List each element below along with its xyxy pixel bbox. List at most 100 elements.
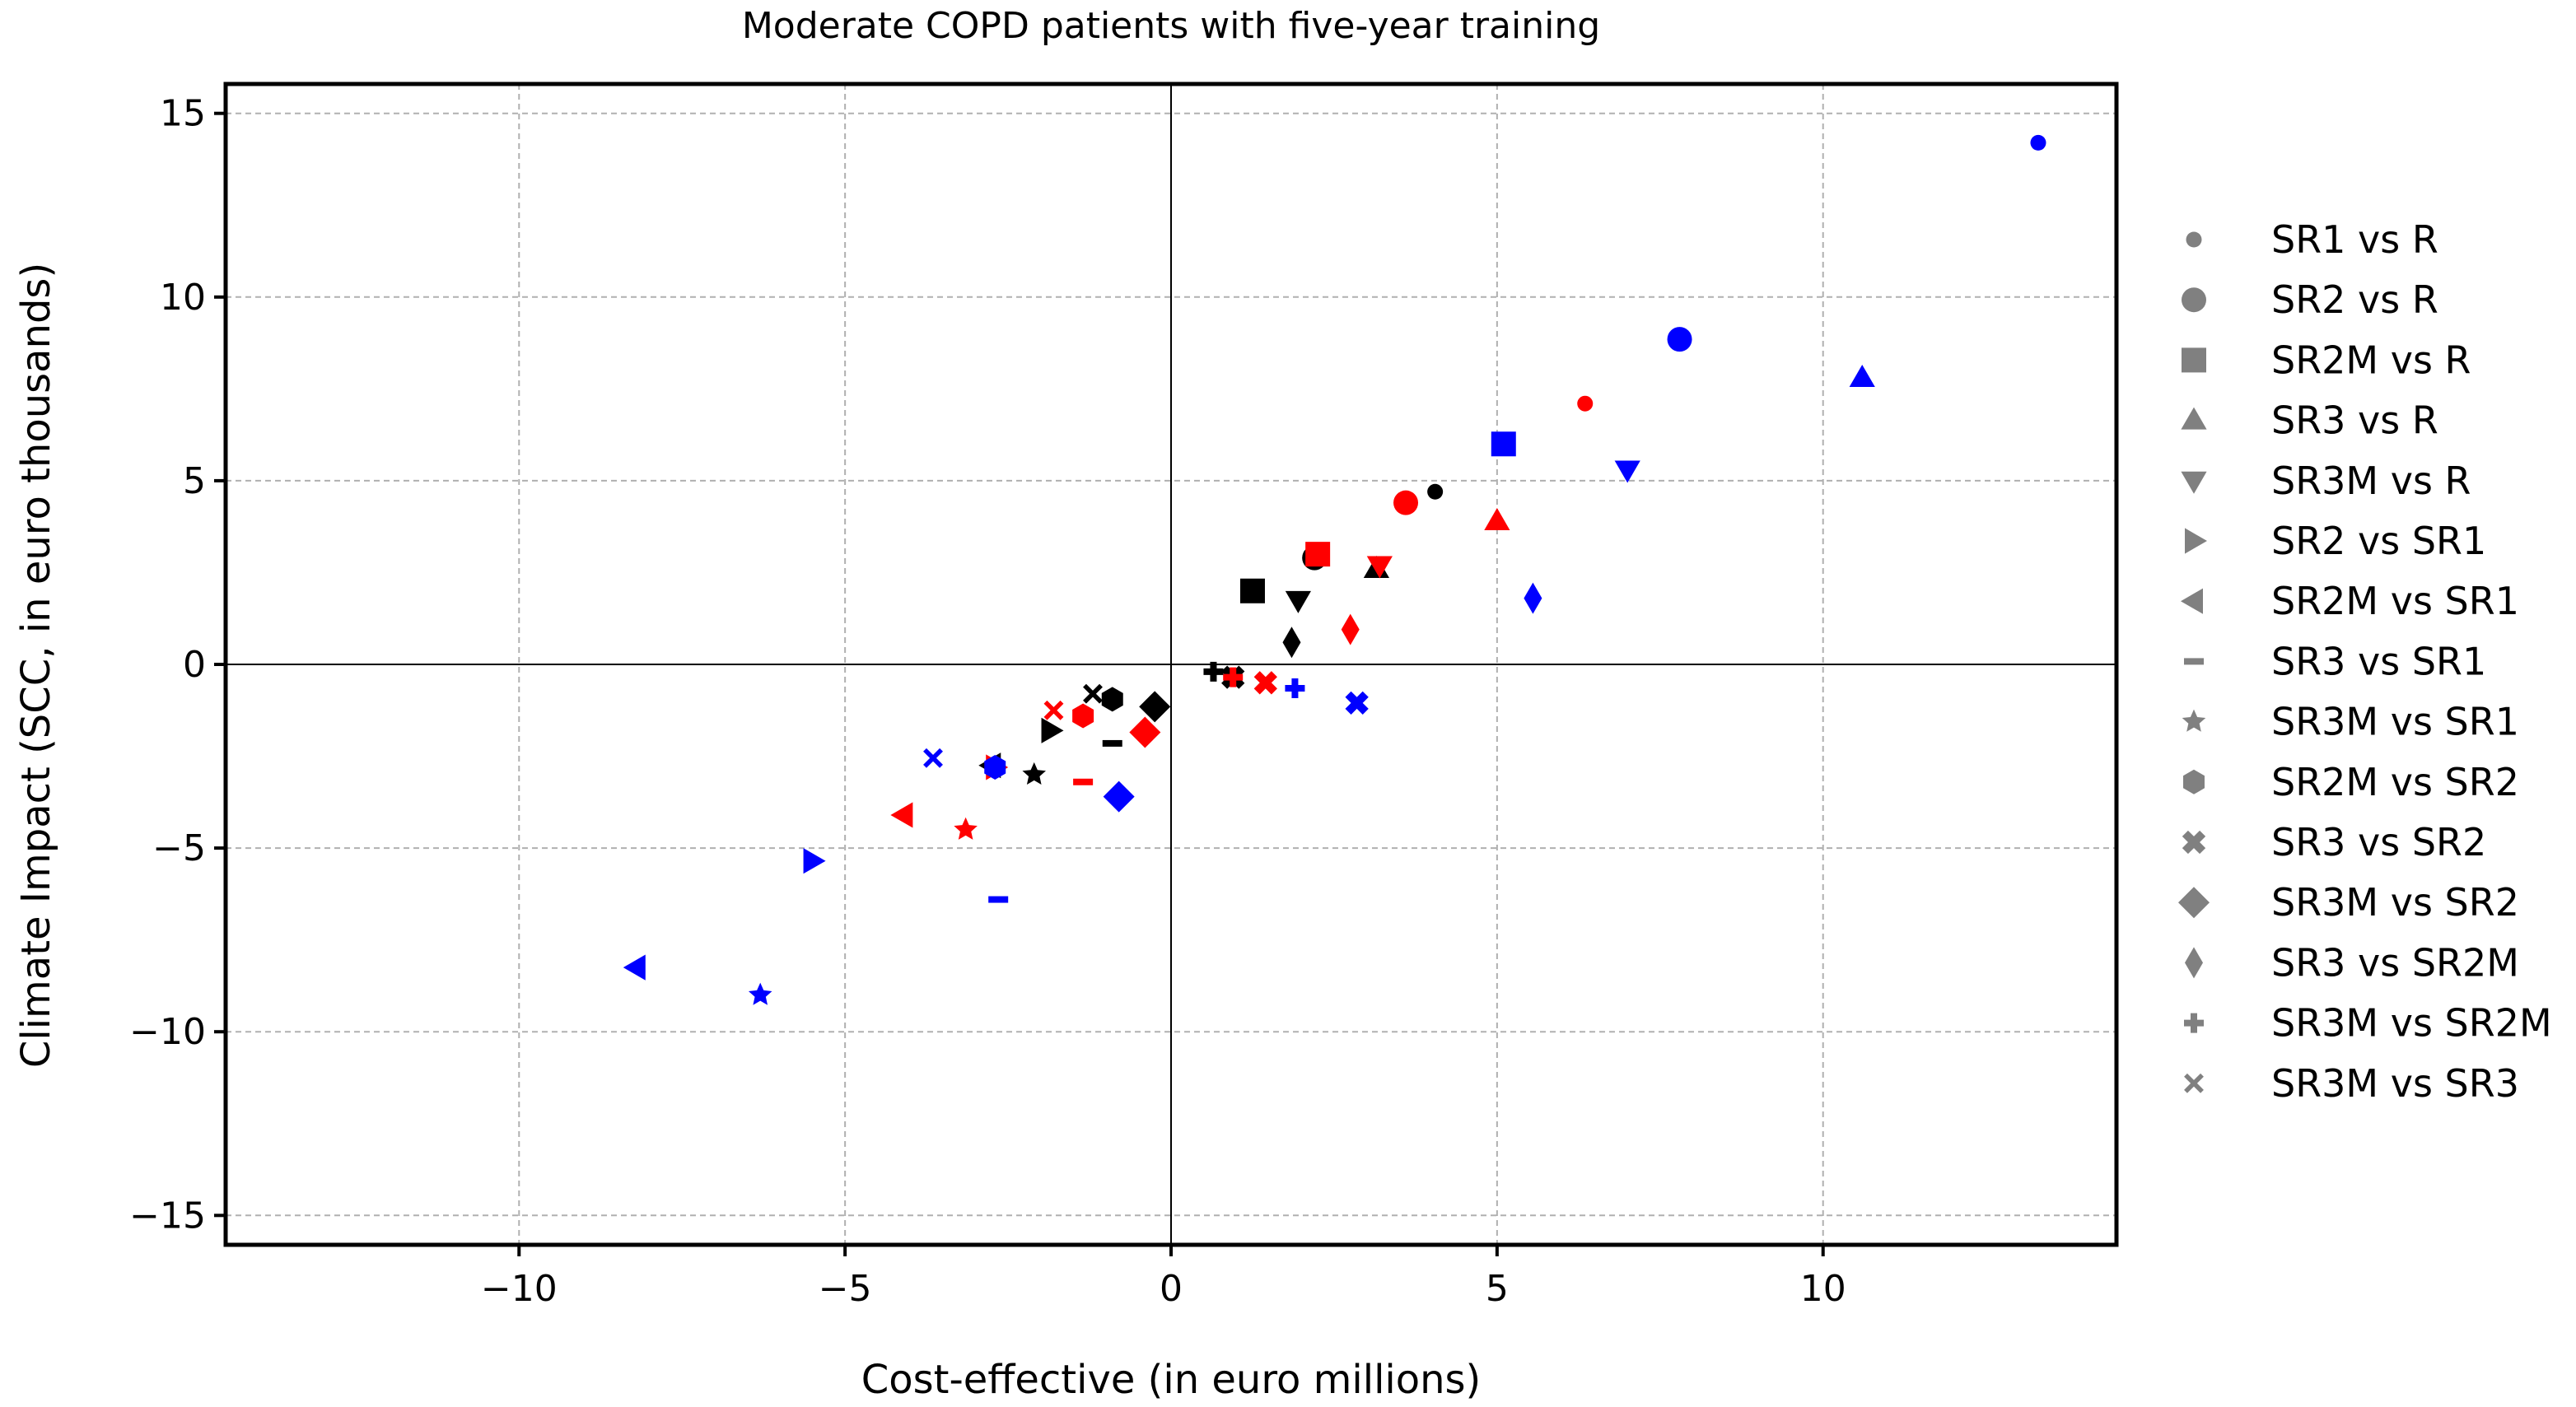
data-point-thick-x: [1253, 671, 1277, 695]
x-tick-label: −10: [481, 1268, 558, 1310]
legend-item: SR3 vs SR1: [2184, 639, 2486, 683]
legend-marker-circle: [2182, 287, 2206, 313]
legend-marker-diamond: [2178, 887, 2210, 919]
legend-marker-hexagon: [2183, 769, 2205, 794]
data-point-hexagon: [1101, 687, 1123, 712]
y-tick-label: 0: [183, 644, 206, 686]
legend-marker-plus: [2184, 1013, 2204, 1033]
legend-marker-small-circle: [2186, 231, 2202, 248]
legend-label: SR3 vs SR2M: [2271, 940, 2519, 985]
data-point-hline: [1073, 778, 1094, 785]
legend-item: SR2M vs SR1: [2181, 579, 2519, 623]
data-point-triangle-right: [1041, 717, 1064, 743]
data-point-hexagon: [984, 754, 1006, 780]
data-point-thick-x: [1345, 691, 1369, 715]
data-point-hexagon: [1072, 703, 1094, 729]
data-point-thin-diamond: [1282, 627, 1301, 659]
y-axis-label: Climate Impact (SCC, in euro thousands): [13, 263, 59, 1068]
data-point-square: [1239, 578, 1265, 603]
data-point-star: [748, 982, 772, 1005]
legend-label: SR3 vs R: [2271, 398, 2438, 443]
x-tick-label: −5: [819, 1268, 872, 1310]
data-point-triangle-up: [1484, 507, 1510, 530]
legend-marker-star: [2182, 709, 2206, 732]
data-point-hline: [988, 896, 1009, 903]
legend-marker-thick-x: [2182, 830, 2206, 855]
legend-item: SR2 vs SR1: [2185, 519, 2486, 563]
x-tick-label: 10: [1800, 1268, 1846, 1310]
legend-marker-thin-diamond: [2185, 947, 2203, 979]
legend-label: SR2 vs R: [2271, 277, 2438, 322]
data-point-x: [923, 748, 943, 768]
data-point-circle: [1393, 490, 1419, 515]
y-tick-label: 10: [160, 277, 206, 319]
legend-item: SR3 vs SR2M: [2185, 940, 2519, 985]
data-point-triangle-left: [623, 954, 646, 981]
legend-marker-hline: [2184, 658, 2204, 665]
y-tick-label: 5: [183, 460, 206, 502]
data-points: [623, 134, 2046, 1005]
legend-item: SR3M vs SR2: [2178, 880, 2519, 925]
data-point-star: [1022, 762, 1046, 785]
data-point-x: [1043, 700, 1064, 720]
data-point-thin-diamond: [1341, 613, 1360, 645]
zero-axis-lines: [226, 84, 2116, 1245]
legend-label: SR2 vs SR1: [2271, 519, 2486, 563]
data-point-triangle-down: [1366, 556, 1393, 579]
data-point-diamond: [1139, 691, 1171, 723]
data-point-square: [1491, 431, 1516, 457]
data-point-hline: [1102, 739, 1122, 747]
data-point-plus: [1285, 678, 1305, 698]
legend-label: SR3M vs SR2M: [2271, 1001, 2552, 1046]
data-point-triangle-down: [1285, 590, 1311, 613]
x-tick-label: 5: [1486, 1268, 1509, 1310]
y-tick-label: −15: [129, 1195, 206, 1237]
data-point-thin-diamond: [1524, 582, 1542, 614]
plot-frame: [223, 82, 2119, 1247]
legend-label: SR1 vs R: [2271, 217, 2438, 262]
legend-item: SR2M vs SR2: [2183, 760, 2519, 804]
data-point-small-circle: [2030, 134, 2046, 151]
legend-item: SR2M vs R: [2182, 338, 2471, 382]
data-point-plus: [1203, 661, 1224, 682]
legend-label: SR2M vs SR1: [2271, 579, 2519, 623]
legend: SR1 vs R SR2 vs R SR2M vs R SR3 vs R SR3M vs…: [2178, 217, 2552, 1106]
data-point-small-circle: [1427, 483, 1444, 500]
legend-item: SR3M vs SR1: [2182, 700, 2519, 744]
legend-marker-triangle-left: [2181, 588, 2203, 614]
legend-item: SR3 vs R: [2181, 398, 2438, 443]
legend-label: SR2M vs SR2: [2271, 760, 2519, 804]
legend-item: SR3M vs SR2M: [2184, 1001, 2552, 1046]
y-tick-label: −5: [152, 827, 206, 869]
data-point-triangle-left: [890, 802, 913, 828]
legend-item: SR3M vs SR3: [2184, 1061, 2519, 1106]
data-point-triangle-up: [1849, 364, 1875, 387]
legend-marker-triangle-up: [2181, 407, 2207, 430]
legend-item: SR3M vs R: [2181, 459, 2471, 503]
legend-marker-square: [2182, 347, 2206, 373]
legend-label: SR3M vs R: [2271, 459, 2471, 503]
legend-marker-triangle-right: [2185, 528, 2207, 554]
legend-item: SR1 vs R: [2186, 217, 2438, 262]
x-axis-label: Cost-effective (in euro millions): [861, 1357, 1482, 1403]
data-point-triangle-down: [1614, 460, 1640, 483]
legend-label: SR2M vs R: [2271, 338, 2471, 382]
axis-ticks: −10 −5 0 5 10 −15 −10 −5 0 5 10 15: [129, 93, 1846, 1310]
legend-label: SR3M vs SR3: [2271, 1061, 2519, 1106]
data-point-diamond: [1103, 780, 1135, 813]
data-point-diamond: [1129, 716, 1161, 748]
legend-label: SR3M vs SR1: [2271, 700, 2519, 744]
chart-title: Moderate COPD patients with five-year tr…: [742, 5, 1600, 47]
legend-item: SR3 vs SR2: [2182, 820, 2486, 864]
data-point-square: [1305, 542, 1331, 567]
legend-marker-triangle-down: [2181, 471, 2207, 494]
legend-marker-x: [2184, 1073, 2204, 1093]
x-tick-label: 0: [1160, 1268, 1183, 1310]
data-point-star: [954, 817, 978, 840]
y-tick-label: −10: [129, 1011, 206, 1053]
data-point-x: [1083, 683, 1103, 704]
data-point-circle: [1667, 327, 1692, 352]
legend-label: SR3 vs SR1: [2271, 639, 2486, 683]
data-point-triangle-right: [803, 848, 826, 874]
